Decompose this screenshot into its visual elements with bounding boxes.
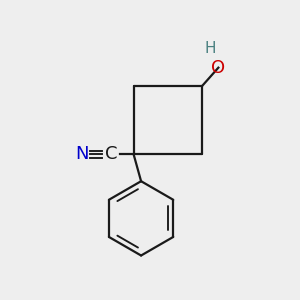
- Text: N: N: [75, 146, 88, 164]
- Text: H: H: [204, 41, 216, 56]
- Text: O: O: [211, 59, 225, 77]
- Text: C: C: [105, 146, 118, 164]
